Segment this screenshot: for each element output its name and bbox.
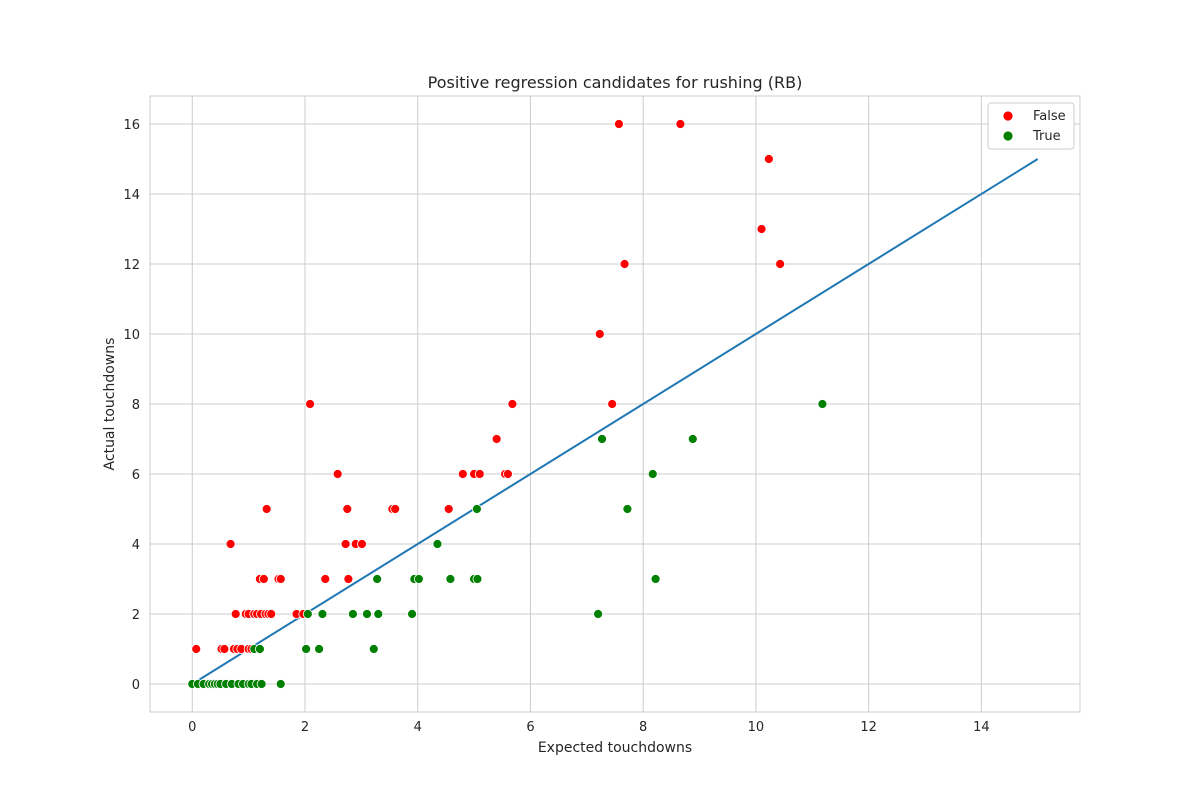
data-point: [373, 609, 384, 619]
data-point: [225, 539, 236, 549]
data-point: [650, 574, 661, 584]
data-point: [219, 644, 230, 654]
data-point: [256, 679, 267, 689]
data-point: [368, 644, 379, 654]
data-point: [362, 609, 372, 619]
data-point: [687, 434, 698, 444]
data-point: [763, 154, 774, 164]
data-point: [342, 504, 353, 514]
data-point: [675, 119, 686, 129]
data-point: [348, 609, 358, 619]
points-layer: [187, 119, 828, 689]
legend: False True: [987, 102, 1075, 150]
y-tick-label: 4: [132, 538, 140, 553]
data-point: [302, 609, 313, 619]
data-point: [474, 469, 485, 479]
data-point: [191, 644, 202, 654]
x-tick-label: 6: [526, 720, 534, 735]
y-tick-label: 0: [132, 678, 140, 693]
reference-line: [191, 158, 1039, 685]
data-point: [301, 644, 312, 654]
x-axis-label: Expected touchdowns: [538, 740, 692, 756]
data-point: [622, 504, 633, 514]
y-tick-label: 2: [132, 608, 140, 623]
legend-label-true: True: [1032, 129, 1061, 144]
x-axis-ticks: 0 2 4 6 8 10 12 14: [188, 720, 990, 735]
data-point: [472, 504, 482, 514]
data-point: [619, 259, 630, 269]
data-point: [317, 609, 328, 619]
data-point: [372, 574, 383, 584]
y-tick-label: 10: [123, 328, 140, 343]
data-point: [320, 574, 331, 584]
data-point: [594, 329, 605, 339]
data-point: [491, 434, 502, 444]
data-point: [607, 399, 618, 409]
y-tick-label: 6: [132, 468, 140, 483]
data-point: [261, 504, 272, 514]
data-point: [432, 539, 443, 549]
x-tick-label: 0: [188, 720, 196, 735]
y-tick-label: 16: [123, 118, 140, 133]
chart-title: Positive regression candidates for rushi…: [428, 73, 803, 92]
plot-frame: [149, 95, 1081, 713]
legend-marker-false: [1002, 110, 1014, 122]
y-axis-label: Actual touchdowns: [102, 338, 118, 471]
data-point: [443, 504, 454, 514]
x-tick-label: 2: [301, 720, 309, 735]
y-tick-label: 14: [123, 188, 140, 203]
data-point: [597, 434, 607, 444]
data-point: [413, 574, 424, 584]
data-point: [332, 469, 343, 479]
legend-marker-true: [1002, 130, 1014, 142]
data-point: [275, 574, 286, 584]
y-tick-label: 8: [132, 398, 140, 413]
data-point: [230, 609, 241, 619]
data-point: [647, 469, 658, 479]
data-point: [266, 609, 277, 619]
data-point: [756, 224, 767, 234]
series-false: [191, 119, 786, 654]
data-point: [472, 574, 483, 584]
data-point: [255, 644, 265, 654]
data-point: [390, 504, 401, 514]
data-point: [275, 679, 286, 689]
legend-label-false: False: [1033, 109, 1066, 124]
series-true: [187, 399, 828, 689]
data-point: [817, 399, 828, 409]
y-axis-ticks: 0 2 4 6 8 10 12 14 16: [123, 118, 140, 693]
x-tick-label: 10: [748, 720, 765, 735]
x-tick-label: 14: [973, 720, 990, 735]
x-tick-label: 12: [860, 720, 877, 735]
data-point: [593, 609, 603, 619]
data-point: [507, 399, 518, 409]
data-point: [614, 119, 624, 129]
grid: [150, 96, 1080, 712]
data-point: [305, 399, 315, 409]
data-point: [407, 609, 417, 619]
y-tick-label: 12: [123, 258, 140, 273]
data-point: [258, 574, 269, 584]
data-point: [445, 574, 456, 584]
data-point: [343, 574, 354, 584]
x-tick-label: 8: [639, 720, 647, 735]
data-point: [340, 539, 351, 549]
data-point: [314, 644, 324, 654]
data-point: [457, 469, 468, 479]
x-tick-label: 4: [414, 720, 422, 735]
data-point: [503, 469, 513, 479]
reference-line-layer: [191, 158, 1039, 685]
data-point: [357, 539, 367, 549]
data-point: [775, 259, 786, 269]
